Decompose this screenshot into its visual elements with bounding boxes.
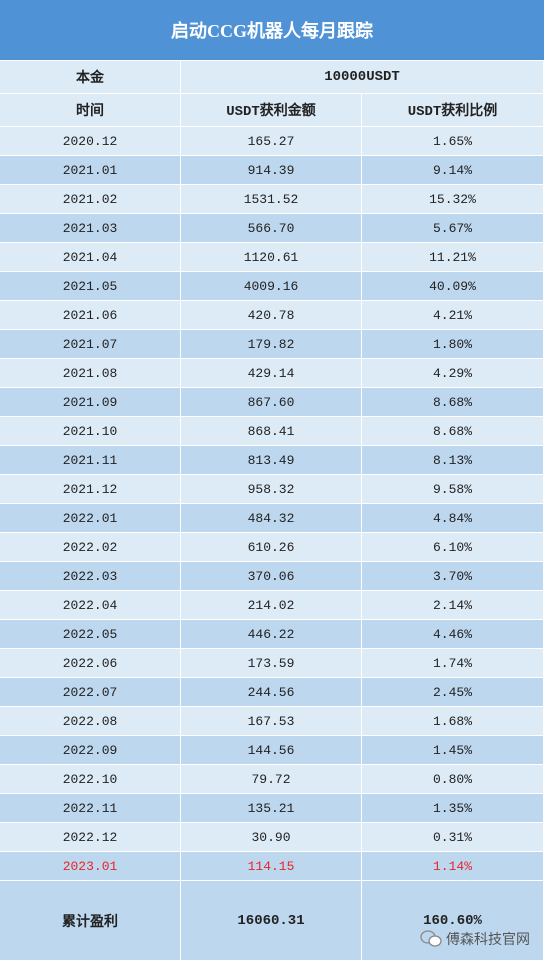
watermark-text: 傅森科技官网 [446, 932, 530, 948]
table-cell: 2021.03 [0, 214, 181, 243]
principal-value: 10000USDT [181, 61, 544, 94]
table-cell: 2020.12 [0, 127, 181, 156]
table-cell: 144.56 [181, 736, 362, 765]
table-cell: 244.56 [181, 678, 362, 707]
total-cell: 160.60% [362, 881, 544, 961]
table-cell: 0.80% [362, 765, 544, 794]
table-cell: 1.68% [362, 707, 544, 736]
table-cell: 1.35% [362, 794, 544, 823]
table-cell: 3.70% [362, 562, 544, 591]
table-cell: 2.14% [362, 591, 544, 620]
table-cell: 8.13% [362, 446, 544, 475]
table-cell: 167.53 [181, 707, 362, 736]
table-cell: 2021.07 [0, 330, 181, 359]
table-cell: 2022.03 [0, 562, 181, 591]
table-cell: 165.27 [181, 127, 362, 156]
table-title: 启动CCG机器人每月跟踪 [0, 0, 544, 60]
table-cell: 2021.11 [0, 446, 181, 475]
table-cell: 114.15 [181, 852, 362, 881]
table-cell: 1120.61 [181, 243, 362, 272]
table-cell: 79.72 [181, 765, 362, 794]
table-cell: 2022.08 [0, 707, 181, 736]
table-cell: 484.32 [181, 504, 362, 533]
table-cell: 173.59 [181, 649, 362, 678]
table-cell: 15.32% [362, 185, 544, 214]
table-cell: 4.46% [362, 620, 544, 649]
table-cell: 8.68% [362, 417, 544, 446]
table-cell: 868.41 [181, 417, 362, 446]
column-header: 时间 [0, 94, 181, 127]
table-cell: 566.70 [181, 214, 362, 243]
table-cell: 958.32 [181, 475, 362, 504]
table-cell: 4.21% [362, 301, 544, 330]
table-cell: 446.22 [181, 620, 362, 649]
table-cell: 2022.12 [0, 823, 181, 852]
table-cell: 135.21 [181, 794, 362, 823]
table-cell: 610.26 [181, 533, 362, 562]
table-cell: 2022.07 [0, 678, 181, 707]
table-cell: 2021.01 [0, 156, 181, 185]
table-cell: 30.90 [181, 823, 362, 852]
table-cell: 2021.05 [0, 272, 181, 301]
watermark-icon [420, 930, 442, 947]
table-cell: 179.82 [181, 330, 362, 359]
table-cell: 40.09% [362, 272, 544, 301]
table-cell: 429.14 [181, 359, 362, 388]
table-cell: 9.58% [362, 475, 544, 504]
table-cell: 2022.11 [0, 794, 181, 823]
table-cell: 4.29% [362, 359, 544, 388]
total-cell: 累计盈利 [0, 881, 181, 961]
table-cell: 1.45% [362, 736, 544, 765]
table-cell: 420.78 [181, 301, 362, 330]
table-cell: 2021.10 [0, 417, 181, 446]
table-cell: 9.14% [362, 156, 544, 185]
watermark: 傅森科技官网 [420, 929, 530, 949]
table-cell: 1531.52 [181, 185, 362, 214]
table-cell: 4.84% [362, 504, 544, 533]
table-cell: 2021.02 [0, 185, 181, 214]
table-cell: 2022.01 [0, 504, 181, 533]
table-cell: 2023.01 [0, 852, 181, 881]
table-cell: 5.67% [362, 214, 544, 243]
table-cell: 1.74% [362, 649, 544, 678]
table-cell: 2022.09 [0, 736, 181, 765]
table-cell: 867.60 [181, 388, 362, 417]
table-cell: 813.49 [181, 446, 362, 475]
table-cell: 2021.08 [0, 359, 181, 388]
table-cell: 2022.10 [0, 765, 181, 794]
table-cell: 11.21% [362, 243, 544, 272]
table-cell: 914.39 [181, 156, 362, 185]
table-cell: 2022.06 [0, 649, 181, 678]
table-cell: 4009.16 [181, 272, 362, 301]
table-cell: 2021.12 [0, 475, 181, 504]
table-cell: 1.14% [362, 852, 544, 881]
table-cell: 8.68% [362, 388, 544, 417]
table-cell: 6.10% [362, 533, 544, 562]
table-cell: 2022.05 [0, 620, 181, 649]
column-header: USDT获利比例 [362, 94, 544, 127]
table-cell: 2022.02 [0, 533, 181, 562]
table-cell: 2021.09 [0, 388, 181, 417]
table-cell: 0.31% [362, 823, 544, 852]
principal-label: 本金 [0, 61, 181, 94]
table-cell: 1.65% [362, 127, 544, 156]
table-cell: 1.80% [362, 330, 544, 359]
column-header: USDT获利金额 [181, 94, 362, 127]
table-cell: 2.45% [362, 678, 544, 707]
total-cell: 16060.31 [181, 881, 362, 961]
table-cell: 2021.04 [0, 243, 181, 272]
table-cell: 370.06 [181, 562, 362, 591]
table-cell: 2022.04 [0, 591, 181, 620]
table-cell: 214.02 [181, 591, 362, 620]
table-cell: 2021.06 [0, 301, 181, 330]
